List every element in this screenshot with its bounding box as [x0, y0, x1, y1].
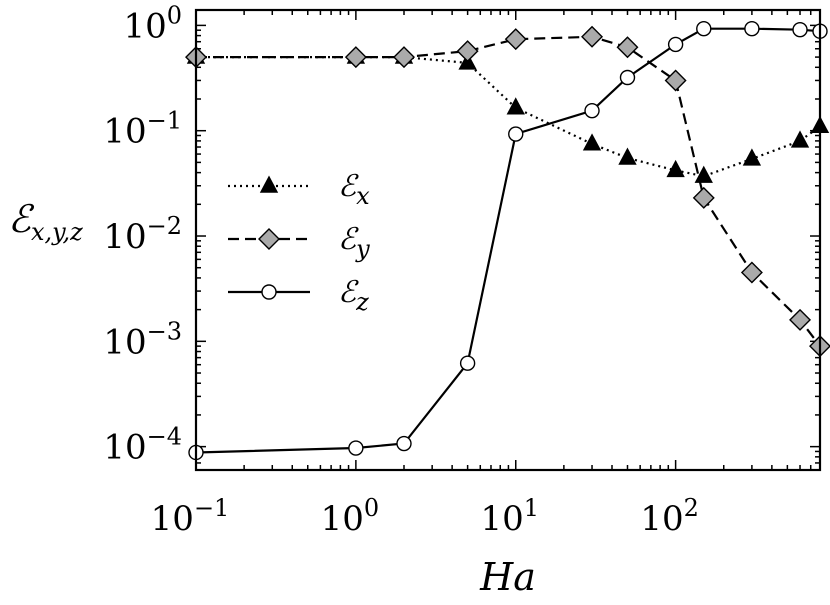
- legend-marker: [259, 175, 279, 193]
- data-point-y: [616, 36, 639, 59]
- data-point-y: [692, 186, 715, 209]
- data-point-z: [584, 102, 600, 119]
- data-point-y: [344, 46, 367, 69]
- legend: ℰx ℰy ℰz: [228, 169, 370, 316]
- data-point-z: [696, 21, 712, 37]
- data-point-x: [790, 130, 810, 148]
- series-z: [188, 21, 828, 461]
- y-tick-label: 10−2: [103, 212, 182, 257]
- y-tick-label: 10−3: [103, 317, 182, 362]
- data-point-z: [667, 36, 684, 53]
- data-point-y: [393, 46, 415, 69]
- data-point-y: [740, 261, 763, 284]
- y-tick-label: 100: [123, 1, 182, 46]
- data-point-z: [348, 440, 364, 456]
- data-point-z: [459, 355, 476, 371]
- legend-marker: [258, 228, 280, 250]
- plot-frame: [194, 8, 822, 472]
- x-tick-label: 102: [640, 494, 699, 539]
- data-point-x: [618, 147, 637, 165]
- data-point-x: [506, 97, 525, 115]
- x-tick-label: 10−1: [151, 494, 230, 539]
- y-axis-label: ℰx,y,z: [8, 197, 83, 246]
- data-point-y: [789, 308, 812, 331]
- legend-item-z: ℰz: [228, 275, 369, 316]
- data-point-y: [664, 69, 687, 92]
- x-tick-label: 101: [480, 494, 539, 539]
- legend-label: ℰx: [338, 169, 370, 210]
- series-line-z: [195, 27, 821, 454]
- data-point-x: [666, 159, 685, 178]
- series-line-x: [196, 55, 821, 178]
- legend-marker: [261, 284, 277, 300]
- series-layer: [185, 21, 830, 461]
- legend-label: ℰy: [338, 222, 370, 263]
- series-x: [186, 46, 830, 183]
- data-point-x: [582, 133, 602, 151]
- y-axis-ticks: 10−4 10−3 10−2 10−1 100: [103, 1, 820, 471]
- data-point-z: [396, 435, 412, 452]
- data-point-z: [619, 69, 636, 86]
- data-point-z: [744, 21, 760, 37]
- legend-label: ℰz: [338, 275, 369, 316]
- y-tick-label: 10−4: [103, 423, 182, 468]
- data-point-y: [504, 28, 527, 51]
- legend-item-x: ℰx: [228, 169, 370, 210]
- series-y: [185, 25, 830, 358]
- legend-item-y: ℰy: [228, 222, 370, 263]
- data-point-z: [508, 126, 524, 142]
- data-point-x: [694, 165, 713, 183]
- series-line-y: [196, 35, 821, 347]
- x-tick-label: 100: [321, 494, 380, 539]
- y-tick-label: 10−1: [103, 107, 182, 152]
- data-point-y: [456, 40, 479, 63]
- data-point-x: [742, 148, 762, 166]
- data-point-y: [581, 25, 604, 48]
- data-point-z: [792, 22, 808, 38]
- x-axis-label: Ha: [479, 555, 536, 599]
- x-axis-ticks: 10−1 100 101 102: [151, 10, 821, 539]
